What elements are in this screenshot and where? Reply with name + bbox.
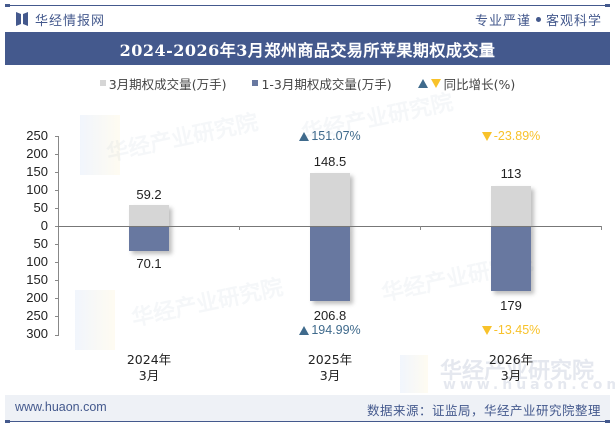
legend-item-yoy: 同比增长(%) (417, 74, 516, 93)
value-label: 148.5 (313, 154, 347, 169)
bar-ytd-2025 (310, 226, 350, 301)
value-label: 179 (500, 298, 522, 313)
y-tick (55, 172, 59, 173)
y-tick-label: 100 (26, 182, 48, 197)
triangle-down-icon (430, 78, 441, 88)
footer-band (5, 395, 610, 421)
x-category-label: 2026年 3月 (488, 352, 534, 383)
y-tick (55, 226, 59, 227)
y-tick (55, 154, 59, 155)
y-tick (55, 335, 59, 336)
x-category-label: 2025年 3月 (307, 352, 353, 383)
legend-label: 3月期权成交量(万手) (108, 76, 227, 92)
y-tick-label: 150 (26, 164, 48, 179)
y-tick-label: 300 (26, 326, 48, 341)
yoy-label-up: 194.99% (280, 323, 380, 337)
triangle-up-icon (299, 325, 310, 335)
y-tick-label: 200 (26, 146, 48, 161)
chart-title: 2024-2026年3月郑州商品交易所苹果期权成交量 (119, 40, 496, 60)
yoy-label-up: 151.07% (280, 129, 380, 143)
y-tick-label: 250 (26, 308, 48, 323)
legend-label: 同比增长(%) (443, 76, 516, 92)
footer-rule (5, 420, 610, 423)
x-tick (420, 226, 421, 230)
y-tick-label: 200 (26, 290, 48, 305)
watermark-text: 华经产业研究院 (440, 359, 595, 384)
y-tick (55, 298, 59, 299)
title-band: 2024-2026年3月郑州商品交易所苹果期权成交量 (5, 32, 610, 65)
brand-name: 华经情报网 (35, 13, 106, 29)
y-tick (55, 136, 59, 137)
value-label: 206.8 (313, 308, 347, 323)
y-tick (55, 316, 59, 317)
y-tick-label: 100 (26, 254, 48, 269)
top-rule (5, 4, 610, 7)
y-tick (55, 262, 59, 263)
bullet-dot-icon (535, 16, 541, 22)
triangle-up-icon (417, 78, 428, 88)
legend: 3月期权成交量(万手) 1-3月期权成交量(万手) 同比增长(%) (0, 74, 615, 92)
footer-website-link[interactable]: www.huaon.com (15, 400, 107, 414)
bar-ytd-2026 (491, 226, 531, 291)
triangle-down-icon (481, 131, 492, 141)
y-tick-label: 50 (33, 200, 48, 215)
brand: 华经情报网 (16, 9, 105, 29)
y-tick-label: 0 (40, 218, 48, 233)
y-tick (55, 190, 59, 191)
bar-march-2024 (129, 205, 169, 226)
legend-label: 1-3月期权成交量(万手) (261, 76, 392, 92)
value-label: 113 (500, 166, 522, 181)
legend-item-march: 3月期权成交量(万手) (99, 74, 227, 93)
y-tick (55, 244, 59, 245)
y-tick (55, 208, 59, 209)
slogan: 专业严谨 客观科学 (475, 9, 602, 29)
value-label: 70.1 (136, 256, 162, 271)
brand-logo-icon (16, 12, 28, 26)
legend-item-ytd: 1-3月期权成交量(万手) (252, 74, 392, 93)
x-category-label: 2024年 3月 (126, 352, 172, 383)
y-tick (55, 280, 59, 281)
x-tick (239, 226, 240, 230)
legend-swatch-ytd (252, 80, 259, 86)
yoy-label-down: -23.89% (461, 129, 561, 143)
slogan-left: 专业严谨 (474, 13, 531, 29)
y-tick-label: 50 (33, 236, 48, 251)
bar-march-2026 (491, 186, 531, 226)
bar-march-2025 (310, 173, 350, 226)
triangle-up-icon (299, 131, 310, 141)
yoy-label-down: -13.45% (461, 323, 561, 337)
footer-source: 数据来源：证监局，华经产业研究院整理 (366, 403, 601, 418)
y-tick-label: 250 (26, 128, 48, 143)
watermark-url: www.huaon.com (443, 377, 615, 393)
zero-baseline (58, 226, 601, 227)
x-tick (601, 226, 602, 230)
slogan-right: 客观科学 (545, 13, 602, 29)
bar-ytd-2024 (129, 226, 169, 251)
value-label: 59.2 (136, 187, 162, 202)
triangle-down-icon (481, 325, 492, 335)
y-axis (58, 136, 59, 336)
y-tick-label: 150 (26, 272, 48, 287)
legend-swatch-march (99, 80, 106, 86)
